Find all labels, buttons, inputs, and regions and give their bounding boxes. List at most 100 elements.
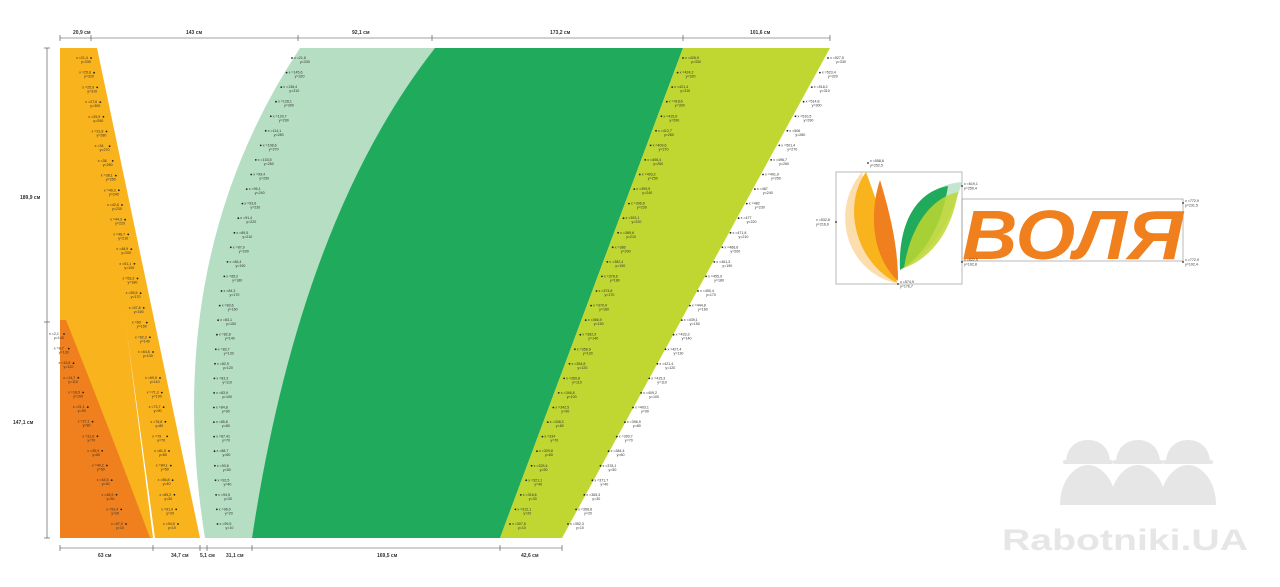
marker-dot	[595, 290, 598, 292]
marker-green_main-23: x =346,8y=100	[557, 391, 577, 399]
top-dim-5: 101,6 см	[750, 30, 771, 36]
marker-y-label: y=280	[664, 133, 674, 137]
marker-dot	[149, 336, 151, 339]
marker-x-label: x =21,8	[294, 56, 306, 60]
marker-green_main-21: x =354,8y=120	[568, 362, 587, 370]
marker-stripe1-12: x =46,7y=210	[113, 232, 130, 240]
marker-green_lime-30: x =365,3y=30	[583, 493, 600, 501]
marker-dot	[175, 508, 178, 511]
marker-dot	[721, 246, 724, 249]
marker-x-label: x =128,1	[278, 100, 292, 104]
marker-dot	[682, 57, 684, 59]
marker-x-label: x =370,9	[593, 304, 607, 308]
marker-green_light-10: x =93,6y=230	[241, 202, 260, 210]
marker-dot	[213, 435, 216, 438]
marker-stripe1-10: x =42,6y=230	[107, 203, 123, 211]
marker-x-label: x =399,9	[636, 187, 650, 191]
marker-y-label: y=150	[690, 322, 700, 326]
marker-x-label: x =424,2	[680, 71, 694, 75]
marker-x-label: x =84,3	[224, 289, 236, 293]
marker-x-label: x =94,5	[163, 522, 175, 526]
marker-dot	[671, 86, 674, 88]
marker-y-label: y=260	[653, 162, 663, 166]
marker-y-label: y=110	[150, 380, 160, 384]
marker-green_light-30: x =94,5y=30	[215, 493, 232, 501]
marker-x-label: x =312,1	[517, 507, 531, 511]
marker-stripe1-17: x =57,8y=160	[129, 306, 145, 314]
marker-dot	[233, 231, 236, 234]
marker-y-label: y=170	[706, 293, 716, 297]
marker-green_lime-25: x =396,9y=80	[624, 420, 641, 428]
marker-x-label: x =60	[132, 321, 141, 325]
marker-y-label: y=40	[600, 482, 608, 486]
marker-green_lime-4: x =510,5y=290	[794, 114, 813, 122]
marker-y-label: y=140	[682, 337, 692, 341]
marker-y-label: y=10	[226, 526, 234, 530]
marker-green_main-32: x =307,6y=10	[509, 522, 526, 530]
marker-x-label: x =83,1	[220, 318, 232, 322]
marker-green_light-17: x =83,6y=160	[218, 304, 238, 312]
logo-point-3: x =574,9y=176,7	[897, 280, 914, 289]
marker-x-label: x =482	[749, 202, 760, 206]
marker-green_lime-27: x =384,4y=60	[607, 449, 625, 457]
marker-y-label: y=140	[225, 337, 235, 341]
top-dim-2: 143 см	[186, 30, 203, 36]
marker-dot	[237, 217, 240, 220]
marker-dot	[215, 494, 218, 496]
marker-stripe1_lower-9: x =91,9y=20	[161, 507, 178, 515]
marker-y-label: y=130	[143, 354, 153, 358]
marker-green_lime-26: x =390,7y=70	[615, 435, 633, 443]
marker-y-label: y=330	[691, 60, 701, 64]
marker-stripe1-5: x =31,8y=280	[92, 130, 108, 138]
marker-y-label: y=100	[649, 395, 659, 399]
marker-stripe1-3: x =27,6y=300	[85, 100, 102, 108]
marker-green_lime-3: x =514,8y=300	[802, 100, 822, 108]
marker-y-label: y=300	[675, 104, 685, 108]
marker-orange_dark-0: x =2,1y=140	[49, 332, 65, 340]
marker-x-label: x =34	[95, 144, 104, 148]
bottom-dim-4: 31,1 см	[226, 553, 244, 559]
logo-point-4: x =622,5y=192,8	[961, 258, 978, 267]
marker-dot	[96, 435, 99, 438]
marker-x-label: x =36	[98, 159, 107, 163]
marker-dot	[216, 523, 219, 525]
marker-dot	[130, 248, 133, 251]
marker-green_lime-24: x =403,1y=90	[632, 406, 649, 414]
marker-dot	[676, 71, 679, 74]
marker-x-label: x =354,8	[572, 362, 586, 366]
marker-dot	[220, 290, 223, 292]
marker-x-label: x =86,8	[158, 478, 170, 482]
marker-dot	[121, 204, 123, 206]
marker-y-label: y=210	[626, 235, 636, 239]
marker-green_lime-32: x =352,3y=10	[567, 522, 584, 530]
marker-green_main-30: x =316,6y=30	[519, 493, 537, 501]
marker-y-label: y=320	[828, 75, 838, 79]
marker-dot	[171, 479, 174, 482]
marker-green_light-14: x =86,4y=190	[226, 260, 245, 268]
marker-y-label: y=150	[137, 325, 147, 329]
band-green-main	[252, 48, 683, 538]
marker-dot	[136, 277, 139, 280]
marker-green_main-14: x =382,4y=190	[606, 260, 625, 268]
marker-green_lime-29: x =371,7y=40	[591, 478, 608, 486]
band-green-lime	[500, 48, 830, 538]
marker-y-label: y=70	[157, 438, 165, 442]
marker-dot	[591, 479, 594, 482]
marker-y-label: y=20	[523, 511, 531, 515]
marker-green_lime-20: x =427,4y=130	[664, 347, 683, 355]
marker-dot	[72, 362, 75, 365]
marker-dot	[264, 129, 267, 132]
marker-green_main-3: x =418,6y=300	[665, 100, 685, 108]
marker-y-label: y=180	[714, 278, 724, 282]
marker-x-label: x =396,6	[631, 202, 645, 206]
marker-dot	[697, 290, 699, 292]
marker-x-label: x =108,6	[263, 143, 277, 147]
marker-x-label: x =346,8	[561, 391, 575, 395]
marker-green_main-11: x =393,1y=220	[622, 216, 641, 224]
marker-dot	[280, 86, 283, 88]
marker-orange_dark-13: x =57,9y=10	[111, 522, 127, 530]
marker-y-label: y=310	[289, 89, 299, 93]
